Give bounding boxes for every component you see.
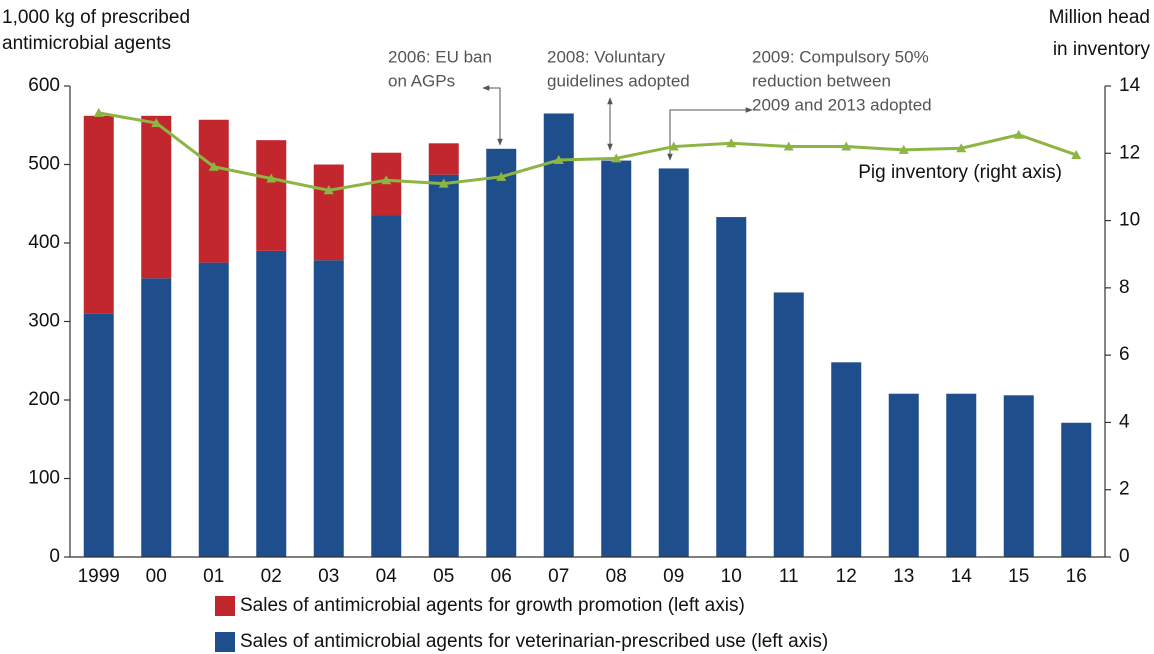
- bar-segment: [1003, 395, 1034, 557]
- y2-tick-label: 0: [1119, 546, 1130, 567]
- bar-segment: [371, 215, 402, 557]
- y-tick-label: 500: [28, 154, 60, 175]
- legend-label: Sales of antimicrobial agents for veteri…: [240, 631, 828, 652]
- bar-segment: [313, 260, 344, 557]
- line-marker: [438, 178, 449, 188]
- series-label: Pig inventory (right axis): [858, 162, 1062, 183]
- x-tick-label: 02: [261, 566, 282, 587]
- x-tick-label: 16: [1066, 566, 1087, 587]
- y-tick-label: 200: [28, 389, 60, 410]
- x-tick-label: 11: [779, 566, 799, 587]
- annotation: reduction between: [752, 71, 891, 90]
- annotation: 2009: Compulsory 50%: [752, 47, 929, 66]
- bar-segment: [83, 313, 114, 557]
- bar-segment: [946, 393, 977, 557]
- x-tick-label: 04: [376, 566, 398, 587]
- bar-segment: [428, 174, 459, 557]
- annotation: 2006: EU ban: [388, 47, 492, 66]
- x-tick-label: 13: [893, 566, 914, 587]
- bar-segment: [716, 217, 747, 557]
- line-marker: [1071, 149, 1082, 159]
- annotation: guidelines adopted: [547, 71, 690, 90]
- line-marker: [381, 175, 392, 185]
- y-tick-label: 600: [28, 75, 60, 96]
- line-marker: [496, 171, 507, 181]
- bar-segment: [256, 250, 287, 557]
- x-tick-label: 09: [663, 566, 684, 587]
- bar-segment: [831, 362, 862, 557]
- line-marker: [553, 155, 564, 165]
- bar-segment: [543, 113, 574, 557]
- y2-tick-label: 2: [1119, 479, 1130, 500]
- x-tick-label: 08: [606, 566, 627, 587]
- y2-tick-label: 4: [1119, 411, 1130, 432]
- annotation: 2009 and 2013 adopted: [752, 95, 932, 114]
- legend-label: Sales of antimicrobial agents for growth…: [240, 595, 745, 616]
- x-tick-label: 03: [318, 566, 339, 587]
- y2-tick-label: 14: [1119, 75, 1141, 96]
- bar-segment: [313, 164, 344, 261]
- y2-tick-label: 12: [1119, 142, 1140, 163]
- line-marker: [898, 144, 909, 154]
- left-axis-label: 1,000 kg of prescribed: [2, 7, 190, 28]
- line-marker: [208, 161, 219, 171]
- bar-segment: [198, 262, 229, 557]
- x-tick-label: 14: [951, 566, 973, 587]
- y2-tick-label: 8: [1119, 277, 1130, 298]
- x-tick-label: 10: [721, 566, 742, 587]
- y2-tick-label: 10: [1119, 210, 1140, 231]
- bar-segment: [888, 393, 919, 557]
- line-marker: [726, 138, 737, 148]
- line-marker: [266, 173, 277, 183]
- line-marker: [611, 153, 622, 163]
- annotation-arrow: [482, 85, 503, 146]
- left-axis-label: antimicrobial agents: [2, 33, 171, 54]
- x-tick-label: 05: [433, 566, 454, 587]
- line-marker: [93, 107, 104, 117]
- line-marker: [323, 185, 334, 195]
- x-tick-label: 06: [491, 566, 512, 587]
- right-axis-label: in inventory: [1053, 39, 1151, 60]
- y2-tick-label: 6: [1119, 344, 1130, 365]
- bar-segment: [141, 115, 172, 279]
- annotation: on AGPs: [388, 71, 455, 90]
- y-tick-label: 0: [49, 546, 60, 567]
- bar-segment: [83, 115, 114, 314]
- x-tick-label: 15: [1008, 566, 1029, 587]
- bar-segment: [658, 168, 689, 558]
- x-tick-label: 1999: [78, 566, 120, 587]
- line: [98, 111, 1077, 192]
- y-tick-label: 300: [28, 311, 60, 332]
- line-marker: [668, 141, 679, 151]
- x-tick-label: 01: [203, 566, 224, 587]
- y-tick-label: 100: [28, 468, 60, 489]
- legend-swatch: [215, 596, 235, 616]
- bar-segment: [773, 292, 804, 557]
- bar-segment: [256, 140, 287, 251]
- line-marker: [1013, 129, 1024, 139]
- line-marker: [783, 141, 794, 151]
- annotation-arrow: [667, 107, 753, 161]
- x-tick-label: 12: [836, 566, 857, 587]
- line-marker: [151, 118, 162, 128]
- line-marker: [841, 141, 852, 151]
- bar-segment: [1061, 422, 1092, 557]
- bar-segment: [141, 278, 172, 557]
- legend-swatch: [215, 632, 235, 652]
- bar-segment: [428, 143, 459, 175]
- x-tick-label: 00: [146, 566, 167, 587]
- y-tick-label: 400: [28, 232, 60, 253]
- bar-segment: [601, 160, 632, 557]
- bar-segment: [486, 148, 517, 558]
- right-axis-label: Million head: [1049, 7, 1150, 28]
- x-tick-label: 07: [548, 566, 569, 587]
- annotation: 2008: Voluntary: [547, 47, 666, 66]
- bar-segment: [198, 119, 229, 263]
- line-marker: [956, 143, 967, 153]
